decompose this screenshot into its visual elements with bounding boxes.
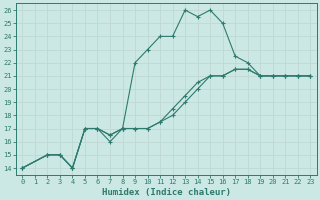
X-axis label: Humidex (Indice chaleur): Humidex (Indice chaleur) <box>102 188 231 197</box>
